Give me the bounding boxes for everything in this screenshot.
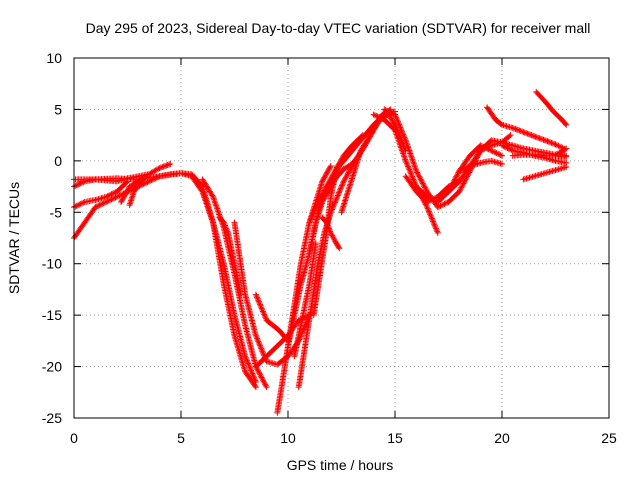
y-tick-label: -5 bbox=[50, 204, 63, 220]
y-tick-label: 0 bbox=[54, 153, 62, 169]
x-axis-ticks: 0 5 10 15 20 25 bbox=[70, 58, 617, 446]
series-markers bbox=[310, 163, 341, 319]
series-track-6 bbox=[126, 176, 146, 209]
chart-title: Day 295 of 2023, Sidereal Day-to-day VTE… bbox=[86, 20, 591, 36]
y-tick-label: 5 bbox=[54, 101, 62, 117]
y-tick-label: -25 bbox=[42, 410, 62, 426]
y-tick-label: 10 bbox=[46, 50, 62, 66]
series-markers bbox=[216, 214, 244, 298]
series-track-26 bbox=[456, 157, 505, 175]
series-track-27 bbox=[484, 104, 568, 152]
x-tick-label: 10 bbox=[280, 430, 296, 446]
x-tick-label: 20 bbox=[494, 430, 510, 446]
x-tick-label: 5 bbox=[177, 430, 185, 446]
series-markers bbox=[552, 145, 570, 158]
x-tick-label: 0 bbox=[70, 430, 78, 446]
series-markers bbox=[533, 88, 570, 128]
y-axis-ticks: -25 -20 -15 -10 -5 0 5 10 bbox=[42, 50, 609, 426]
y-tick-label: -10 bbox=[42, 256, 62, 272]
data-layer bbox=[71, 88, 570, 416]
y-tick-label: -15 bbox=[42, 307, 62, 323]
series-track-31 bbox=[533, 88, 570, 128]
series-track-30 bbox=[520, 164, 570, 183]
series-track-19 bbox=[319, 214, 343, 252]
series-markers bbox=[319, 214, 343, 252]
y-axis-label: SDTVAR / TECUs bbox=[6, 182, 22, 294]
plot-border bbox=[73, 57, 610, 419]
y-tick-label: -20 bbox=[42, 359, 62, 375]
series-markers bbox=[126, 176, 146, 209]
x-tick-label: 25 bbox=[601, 430, 617, 446]
series-track-8 bbox=[216, 214, 244, 298]
x-tick-label: 15 bbox=[387, 430, 403, 446]
x-axis-label: GPS time / hours bbox=[287, 457, 394, 473]
series-track-14 bbox=[291, 240, 319, 360]
series-markers bbox=[520, 164, 570, 183]
series-markers bbox=[456, 157, 505, 175]
series-track-32 bbox=[552, 145, 570, 158]
series-markers bbox=[484, 104, 568, 152]
series-markers bbox=[291, 240, 319, 360]
series-track-18 bbox=[310, 163, 341, 319]
